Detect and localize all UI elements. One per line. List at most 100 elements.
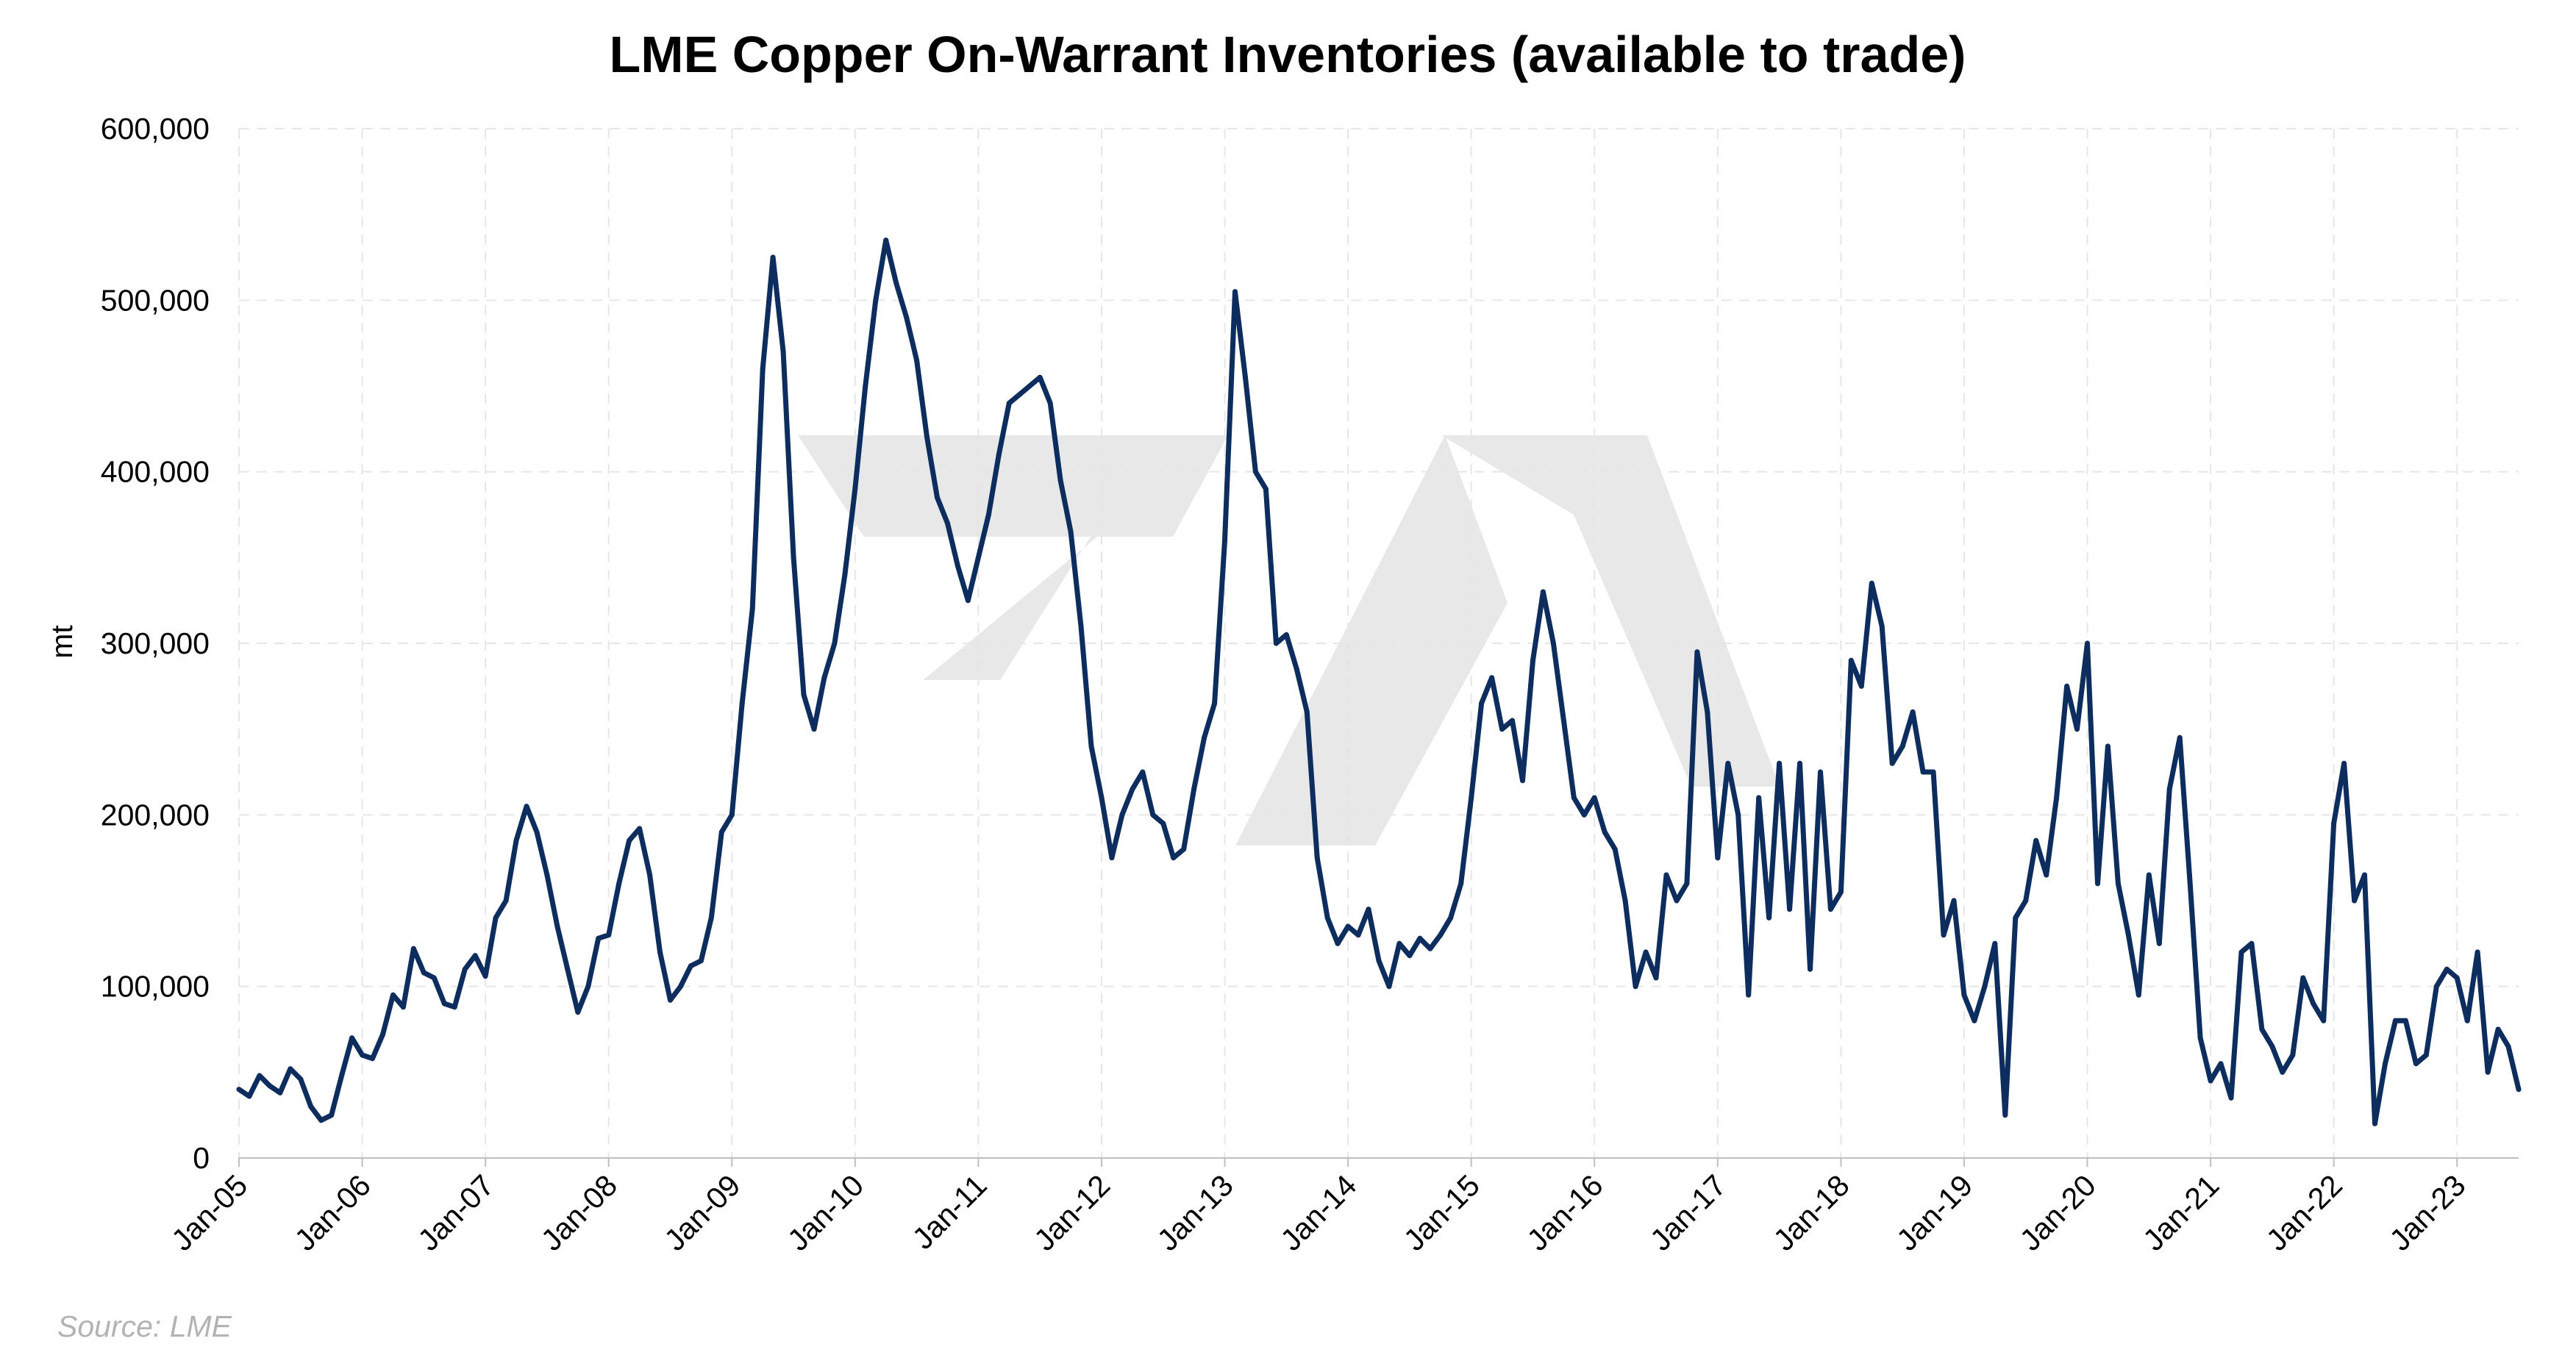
data-point [1181, 846, 1187, 852]
data-point [1735, 812, 1741, 818]
data-point [975, 554, 981, 560]
data-point [1705, 709, 1710, 715]
data-point [1653, 975, 1659, 981]
y-tick-label: 500,000 [101, 283, 210, 317]
data-point [2311, 1001, 2316, 1007]
data-point [1458, 881, 1464, 887]
data-point [739, 701, 745, 707]
x-tick-label: Jan-20 [2013, 1168, 2102, 1257]
data-point [2505, 1043, 2511, 1049]
data-point [1314, 855, 1320, 861]
data-point [1088, 743, 1094, 749]
data-point [2023, 898, 2029, 904]
data-point [2002, 1112, 2008, 1118]
data-point [801, 692, 807, 698]
data-point [360, 1052, 365, 1058]
data-point [2402, 1018, 2408, 1023]
data-point [1252, 469, 1258, 475]
data-point [1396, 940, 1402, 946]
data-point [2475, 949, 2480, 955]
data-point [2259, 1026, 2265, 1032]
data-point [729, 812, 735, 818]
data-point [1694, 649, 1700, 655]
x-tick-label: Jan-13 [1151, 1168, 1240, 1257]
data-point [2085, 640, 2090, 646]
data-point [616, 881, 622, 887]
x-tick-label: Jan-18 [1767, 1168, 1856, 1257]
data-point [2464, 1018, 2470, 1023]
data-point [1756, 795, 1762, 801]
data-point [647, 872, 653, 878]
data-point [1294, 666, 1299, 672]
data-point [2249, 940, 2255, 946]
data-point [2372, 1120, 2377, 1126]
data-point [2300, 975, 2306, 981]
data-point [708, 915, 714, 921]
data-point [1263, 486, 1269, 492]
data-point [1283, 632, 1289, 637]
data-point [2444, 966, 2450, 972]
data-point [1910, 709, 1916, 715]
data-point [985, 512, 991, 518]
data-point [1469, 795, 1474, 801]
data-point [698, 958, 704, 964]
data-point [1355, 932, 1361, 938]
data-point [1417, 935, 1423, 941]
data-point [2321, 1018, 2327, 1023]
data-point [668, 997, 673, 1003]
data-point [2341, 760, 2347, 766]
data-point [1920, 769, 1926, 775]
data-point [1889, 760, 1895, 766]
data-point [1899, 743, 1905, 749]
y-tick-label: 400,000 [101, 455, 210, 489]
data-point [513, 837, 519, 843]
data-point [1150, 812, 1156, 818]
data-point [2392, 1018, 2398, 1023]
data-point [955, 563, 960, 569]
data-point [441, 1001, 447, 1007]
data-point [370, 1056, 375, 1062]
data-point [2177, 734, 2183, 740]
data-point [852, 486, 858, 492]
y-tick-label: 100,000 [101, 970, 210, 1004]
x-tick-label: Jan-17 [1644, 1168, 1733, 1257]
data-point [1078, 623, 1084, 629]
data-point [1232, 289, 1238, 295]
data-point [1972, 1018, 1977, 1023]
data-point [2413, 1061, 2419, 1067]
data-point [2228, 1095, 2234, 1101]
data-point [1848, 657, 1854, 663]
data-point [749, 606, 755, 612]
x-tick-label: Jan-21 [2136, 1168, 2225, 1257]
data-point [637, 826, 643, 832]
data-point [1961, 992, 1967, 998]
data-point [2269, 1043, 2275, 1049]
data-point [1746, 992, 1752, 998]
source-note: Source: LME [57, 1309, 232, 1343]
data-point [688, 963, 693, 969]
data-point [410, 946, 416, 951]
x-tick-label: Jan-10 [781, 1168, 870, 1257]
data-point [1808, 966, 1813, 972]
data-point [1335, 940, 1341, 946]
data-point [1057, 477, 1063, 483]
data-point [627, 837, 632, 843]
data-point [1006, 400, 1012, 406]
x-tick-label: Jan-23 [2383, 1168, 2472, 1257]
x-tick-label: Jan-19 [1890, 1168, 1979, 1257]
data-point [1243, 374, 1248, 380]
data-point [1766, 915, 1772, 921]
data-point [1715, 855, 1721, 861]
data-point [472, 953, 478, 959]
data-point [493, 915, 499, 921]
data-point [462, 966, 468, 972]
data-point [2454, 975, 2460, 981]
data-point [935, 495, 940, 501]
y-tick-label: 0 [193, 1141, 210, 1175]
data-point [1581, 812, 1587, 818]
data-point [554, 923, 560, 929]
data-point [1499, 726, 1505, 732]
data-point [2280, 1069, 2286, 1075]
x-axis-ticks: Jan-05 Jan-06 Jan-07 Jan-08 Jan-09 Jan-10 Jan-… [165, 1168, 2472, 1257]
x-tick-label: Jan-06 [288, 1168, 377, 1257]
